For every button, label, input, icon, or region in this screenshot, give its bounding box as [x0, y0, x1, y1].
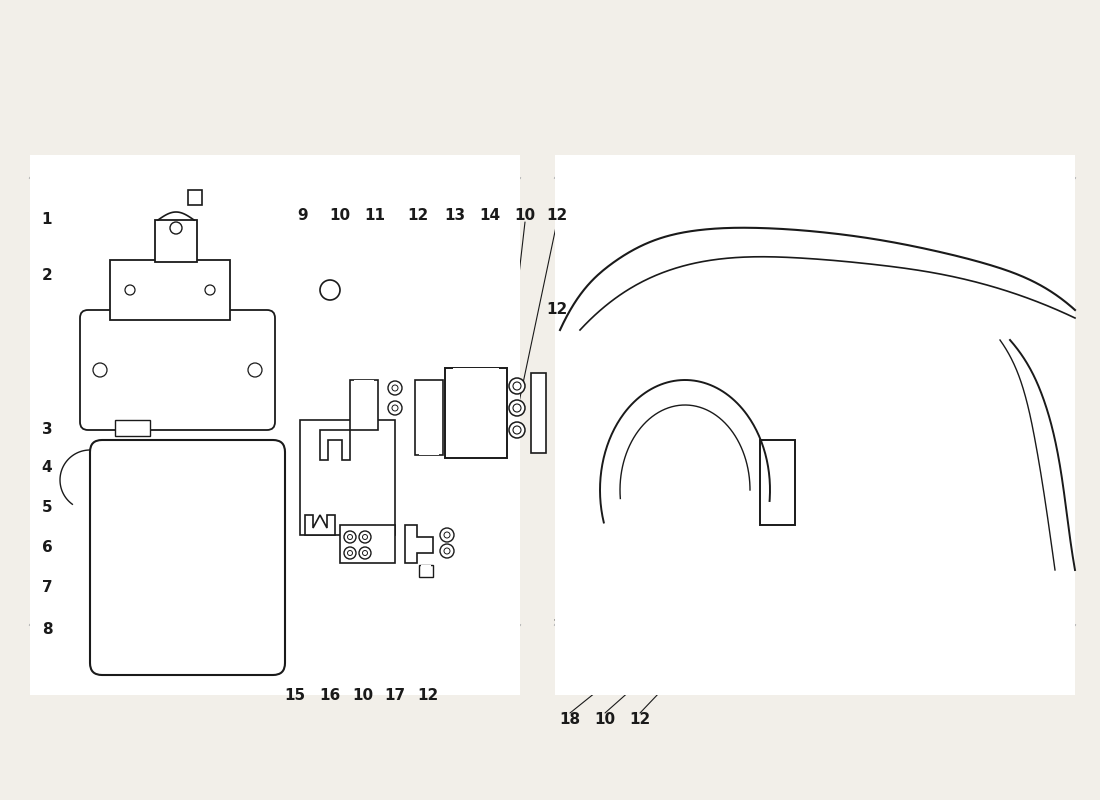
Bar: [188, 190, 202, 205]
Text: 4: 4: [42, 461, 53, 475]
Circle shape: [170, 222, 182, 234]
FancyBboxPatch shape: [90, 440, 285, 675]
Circle shape: [513, 382, 521, 390]
Circle shape: [348, 534, 352, 539]
Circle shape: [344, 547, 356, 559]
Circle shape: [359, 531, 371, 543]
Circle shape: [359, 547, 371, 559]
Circle shape: [509, 400, 525, 416]
Text: 12: 12: [629, 713, 650, 727]
FancyBboxPatch shape: [80, 310, 275, 430]
Text: 12: 12: [407, 207, 429, 222]
Text: eurospares: eurospares: [113, 639, 376, 681]
Bar: [340, 525, 395, 563]
Text: 1: 1: [42, 213, 53, 227]
Text: 11: 11: [364, 207, 385, 222]
Text: 12: 12: [417, 687, 439, 702]
Circle shape: [348, 550, 352, 555]
Bar: [415, 380, 443, 455]
Text: 14: 14: [480, 207, 501, 222]
Bar: [354, 380, 374, 392]
Text: 17: 17: [384, 687, 406, 702]
Circle shape: [320, 280, 340, 300]
Text: eurospares: eurospares: [679, 369, 942, 411]
Circle shape: [392, 405, 398, 411]
Circle shape: [125, 285, 135, 295]
Bar: [419, 565, 433, 577]
Circle shape: [363, 534, 367, 539]
Text: 2: 2: [42, 267, 53, 282]
Circle shape: [94, 363, 107, 377]
Circle shape: [444, 548, 450, 554]
Circle shape: [388, 401, 401, 415]
Bar: [350, 380, 378, 430]
Polygon shape: [320, 430, 350, 460]
Bar: [531, 373, 546, 453]
Text: 8: 8: [42, 622, 53, 638]
Text: 3: 3: [42, 422, 53, 438]
Bar: [760, 440, 795, 525]
Circle shape: [388, 381, 401, 395]
Text: 18: 18: [560, 713, 581, 727]
Circle shape: [392, 385, 398, 391]
Text: 10: 10: [352, 687, 374, 702]
Bar: [421, 565, 431, 571]
Text: 13: 13: [444, 207, 465, 222]
Circle shape: [440, 528, 454, 542]
Circle shape: [363, 550, 367, 555]
Circle shape: [344, 531, 356, 543]
Polygon shape: [305, 515, 336, 535]
Circle shape: [205, 285, 214, 295]
Text: eurospares: eurospares: [58, 369, 321, 411]
Text: 7: 7: [42, 581, 53, 595]
Circle shape: [513, 426, 521, 434]
Text: 12: 12: [547, 207, 568, 222]
Polygon shape: [405, 525, 433, 563]
Circle shape: [509, 422, 525, 438]
Circle shape: [248, 363, 262, 377]
Bar: [556, 155, 1075, 695]
Text: 5: 5: [42, 501, 53, 515]
Circle shape: [440, 544, 454, 558]
Text: 12: 12: [547, 302, 568, 318]
Text: 9: 9: [298, 207, 308, 222]
Bar: [300, 420, 395, 535]
Text: eurospares: eurospares: [679, 639, 942, 681]
Circle shape: [509, 378, 525, 394]
Bar: [446, 368, 507, 458]
Circle shape: [513, 404, 521, 412]
Text: 10: 10: [329, 207, 351, 222]
Bar: [453, 368, 499, 383]
Text: 6: 6: [42, 541, 53, 555]
Text: 15: 15: [285, 687, 306, 702]
Bar: [155, 220, 197, 262]
Bar: [30, 155, 520, 695]
Bar: [419, 435, 439, 455]
Text: 16: 16: [319, 687, 341, 702]
Text: 10: 10: [594, 713, 616, 727]
Bar: [116, 420, 150, 436]
Circle shape: [444, 532, 450, 538]
Bar: [110, 260, 230, 320]
Text: 10: 10: [515, 207, 536, 222]
